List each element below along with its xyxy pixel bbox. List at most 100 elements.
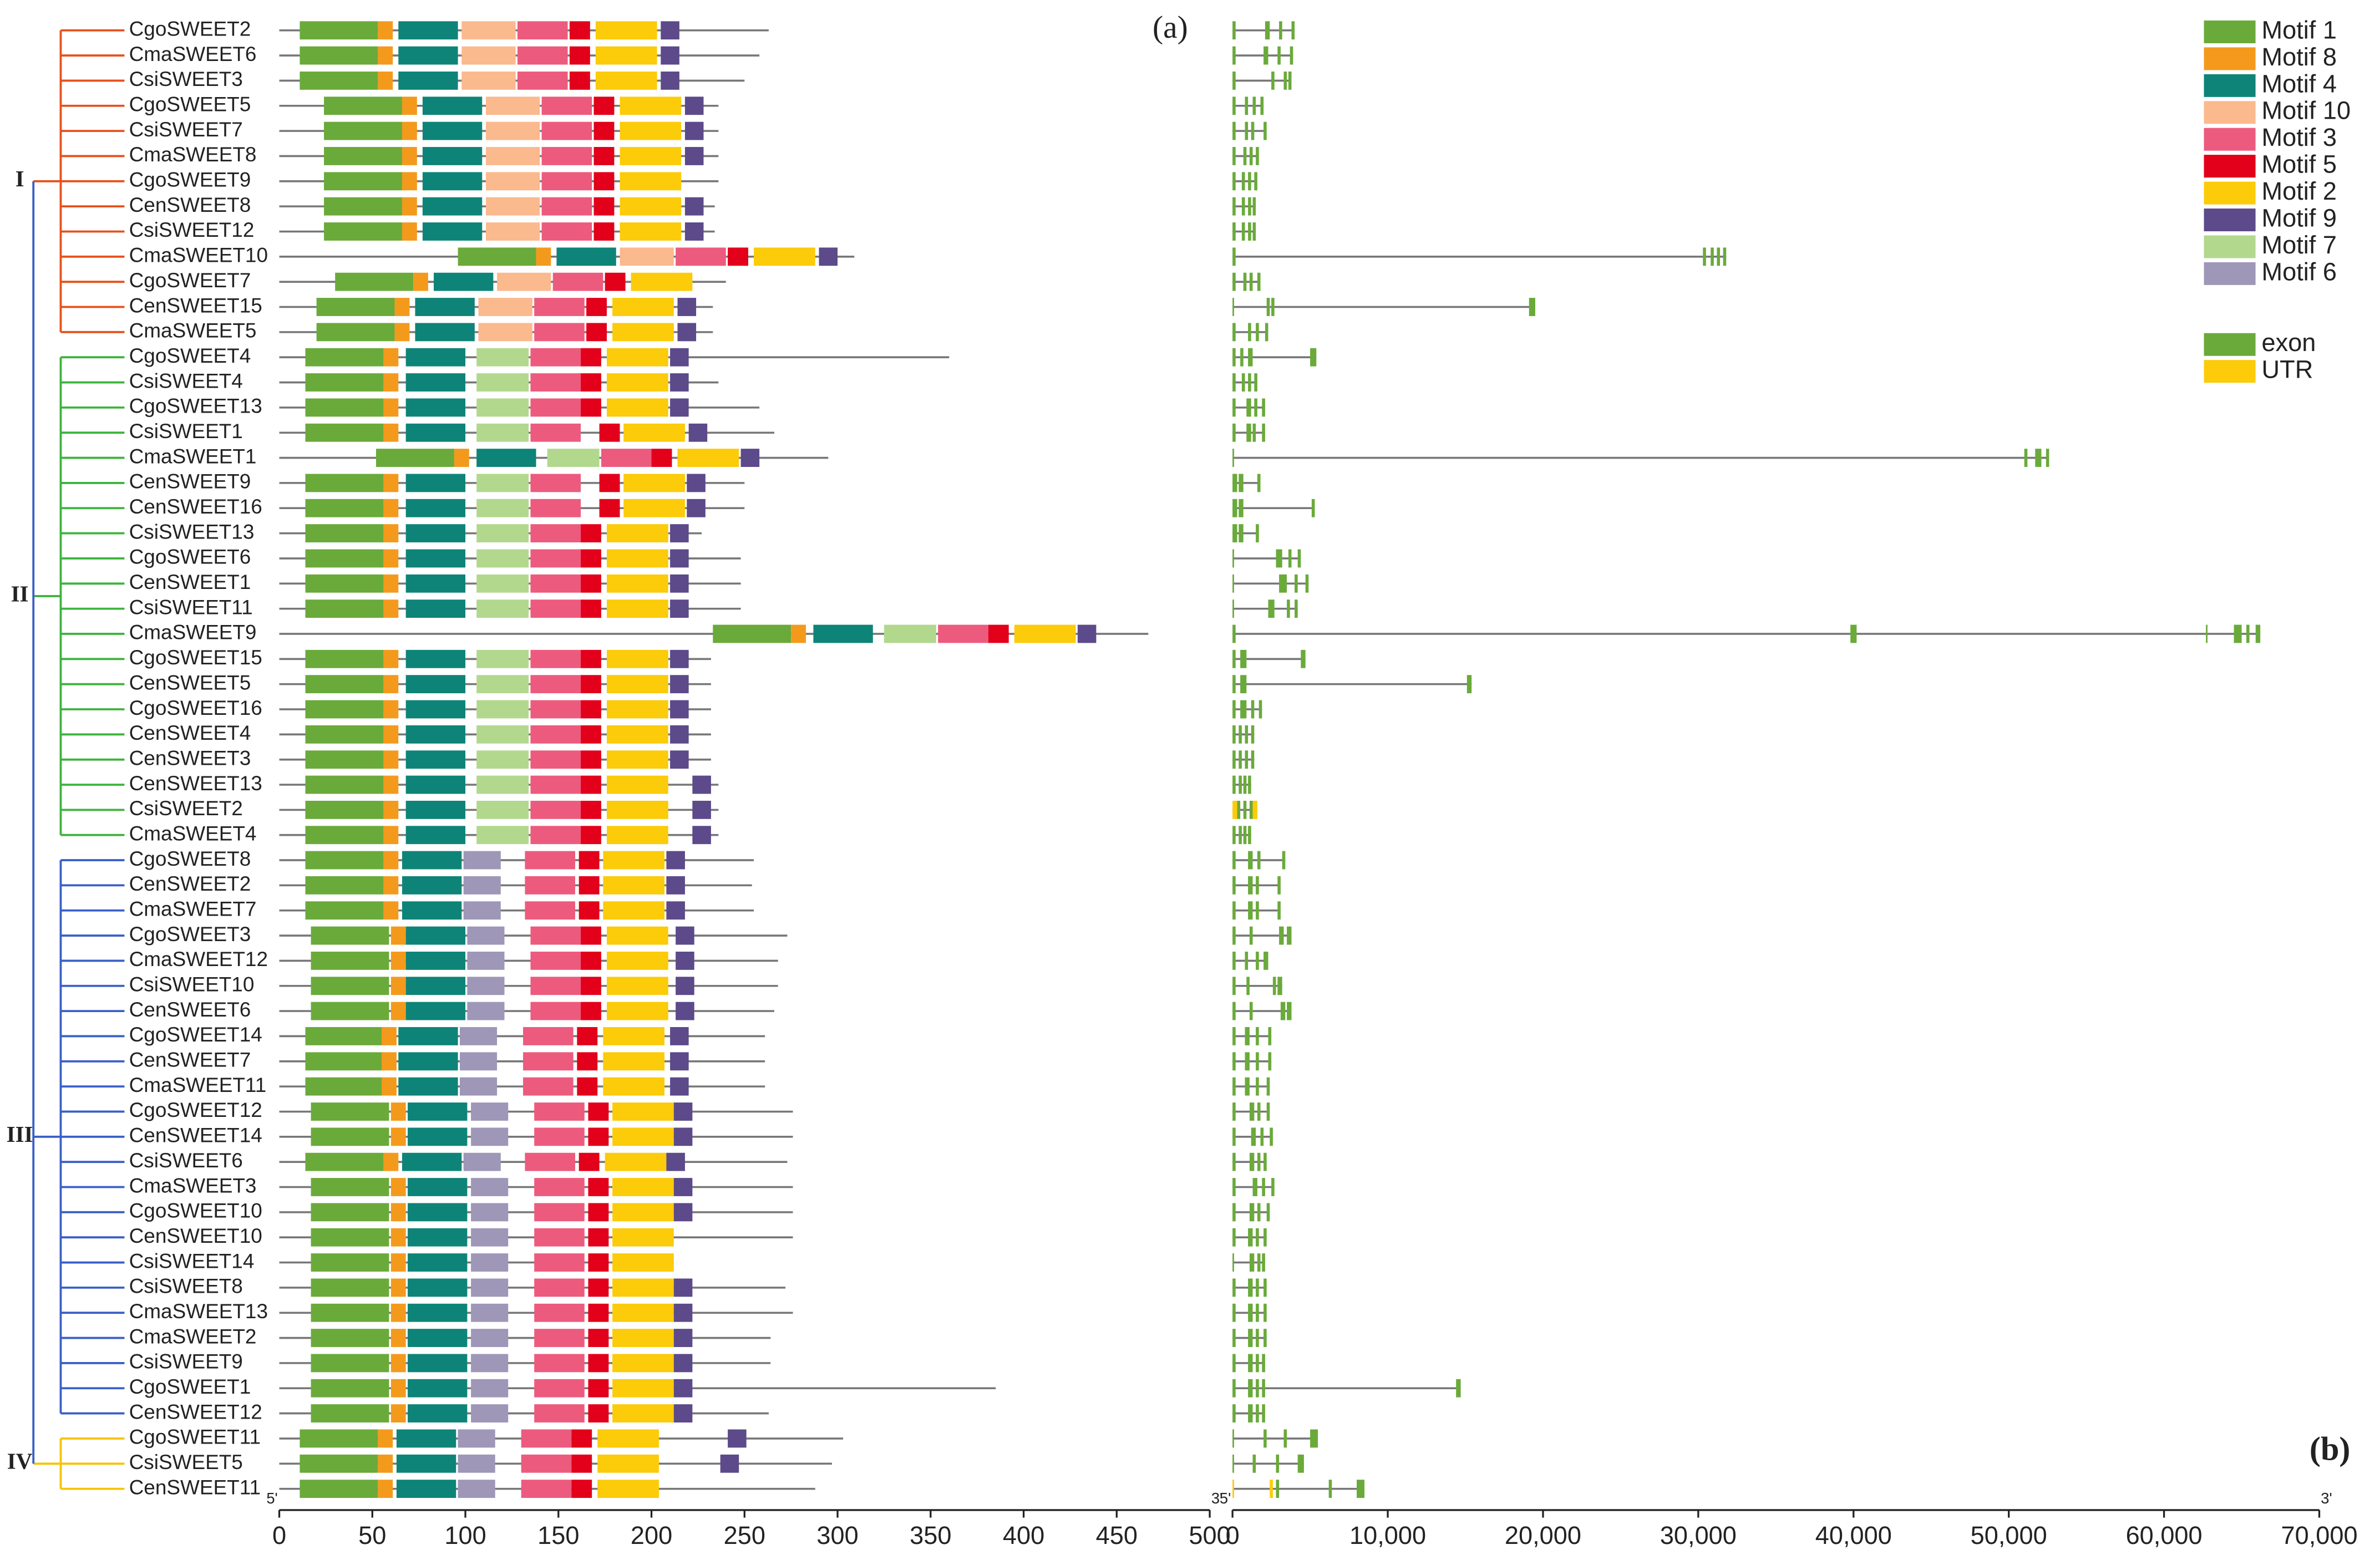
group-label: I bbox=[16, 166, 24, 191]
motif bbox=[405, 1002, 466, 1020]
motif bbox=[525, 876, 575, 895]
motif bbox=[670, 348, 689, 367]
motif bbox=[383, 524, 399, 543]
exon bbox=[1276, 1454, 1280, 1473]
motif bbox=[523, 1027, 574, 1045]
motif bbox=[383, 725, 399, 744]
exon bbox=[1256, 1077, 1259, 1096]
motif bbox=[378, 1480, 393, 1498]
exon bbox=[1232, 901, 1236, 920]
motif bbox=[569, 72, 590, 90]
motif bbox=[597, 1429, 659, 1448]
motif bbox=[670, 599, 689, 618]
motif bbox=[390, 1278, 406, 1297]
gene-name: CenSWEET13 bbox=[129, 772, 262, 795]
motif bbox=[402, 851, 462, 870]
tick-label: 100 bbox=[444, 1521, 486, 1549]
motif bbox=[305, 474, 384, 492]
exon bbox=[1239, 826, 1242, 845]
exon bbox=[1256, 1027, 1259, 1045]
motif bbox=[390, 1102, 406, 1121]
motif bbox=[754, 247, 815, 266]
gene-name: CgoSWEET11 bbox=[129, 1426, 261, 1449]
motif bbox=[673, 1102, 693, 1121]
motif bbox=[670, 398, 689, 417]
motif bbox=[541, 147, 592, 165]
exon bbox=[1263, 1329, 1267, 1347]
motif bbox=[673, 1127, 693, 1146]
motif bbox=[383, 700, 399, 719]
motif bbox=[581, 926, 601, 945]
motif bbox=[523, 1077, 574, 1096]
gene-name: CenSWEET3 bbox=[129, 746, 251, 769]
motif bbox=[670, 1027, 689, 1045]
exon bbox=[1232, 1303, 1236, 1322]
motif bbox=[476, 348, 529, 367]
exon bbox=[1232, 323, 1236, 342]
motif bbox=[607, 599, 668, 618]
motif bbox=[390, 1178, 406, 1196]
legend-label: UTR bbox=[2262, 355, 2313, 384]
motif bbox=[603, 876, 665, 895]
motif bbox=[405, 675, 466, 694]
motif bbox=[405, 599, 466, 618]
motif bbox=[383, 348, 399, 367]
motif bbox=[684, 121, 704, 140]
gene-name: CgoSWEET4 bbox=[129, 344, 251, 367]
motif bbox=[631, 272, 693, 291]
exon bbox=[1276, 549, 1282, 568]
tick-label: 60,000 bbox=[2126, 1521, 2203, 1549]
motif bbox=[467, 951, 505, 970]
motif bbox=[588, 1127, 609, 1146]
motif bbox=[530, 474, 581, 492]
motif bbox=[670, 675, 689, 694]
motif bbox=[375, 449, 454, 467]
motif bbox=[415, 323, 475, 342]
motif bbox=[740, 449, 760, 467]
exon bbox=[1295, 599, 1298, 618]
motif bbox=[670, 649, 689, 668]
exon bbox=[1232, 1002, 1236, 1020]
motif bbox=[612, 1404, 674, 1423]
motif bbox=[612, 1228, 674, 1247]
motif bbox=[541, 96, 592, 115]
exon bbox=[1232, 725, 1236, 744]
exon bbox=[1232, 46, 1236, 65]
gene-name: CsiSWEET3 bbox=[129, 68, 243, 90]
tick-label: 50,000 bbox=[1971, 1521, 2047, 1549]
motif bbox=[517, 46, 568, 65]
motif bbox=[530, 398, 581, 417]
gene-name: CsiSWEET14 bbox=[129, 1249, 255, 1272]
exon bbox=[1287, 599, 1290, 618]
motif bbox=[607, 977, 668, 995]
motif bbox=[305, 700, 384, 719]
gene-name: CsiSWEET10 bbox=[129, 973, 255, 996]
motif bbox=[676, 951, 694, 970]
motif bbox=[530, 348, 581, 367]
gene-name: CenSWEET2 bbox=[129, 872, 251, 895]
exon bbox=[1277, 977, 1282, 995]
exon bbox=[1357, 1480, 1365, 1498]
motif bbox=[383, 649, 399, 668]
motif bbox=[390, 926, 406, 945]
motif bbox=[405, 926, 466, 945]
exon bbox=[1245, 1027, 1250, 1045]
motif bbox=[383, 1152, 399, 1171]
exon bbox=[1248, 222, 1251, 241]
exon bbox=[1248, 197, 1251, 216]
motif bbox=[612, 1253, 674, 1272]
motif bbox=[476, 750, 529, 769]
exon bbox=[1251, 750, 1255, 769]
exon bbox=[1256, 147, 1259, 165]
motif bbox=[595, 21, 657, 40]
motif bbox=[402, 901, 462, 920]
motif bbox=[476, 373, 529, 392]
utr bbox=[1270, 1480, 1273, 1498]
motif bbox=[607, 700, 668, 719]
motif bbox=[588, 1178, 609, 1196]
motif bbox=[405, 549, 466, 568]
motif bbox=[383, 423, 399, 442]
motif bbox=[324, 121, 402, 140]
exon bbox=[1262, 1178, 1265, 1196]
exon bbox=[1232, 197, 1236, 216]
